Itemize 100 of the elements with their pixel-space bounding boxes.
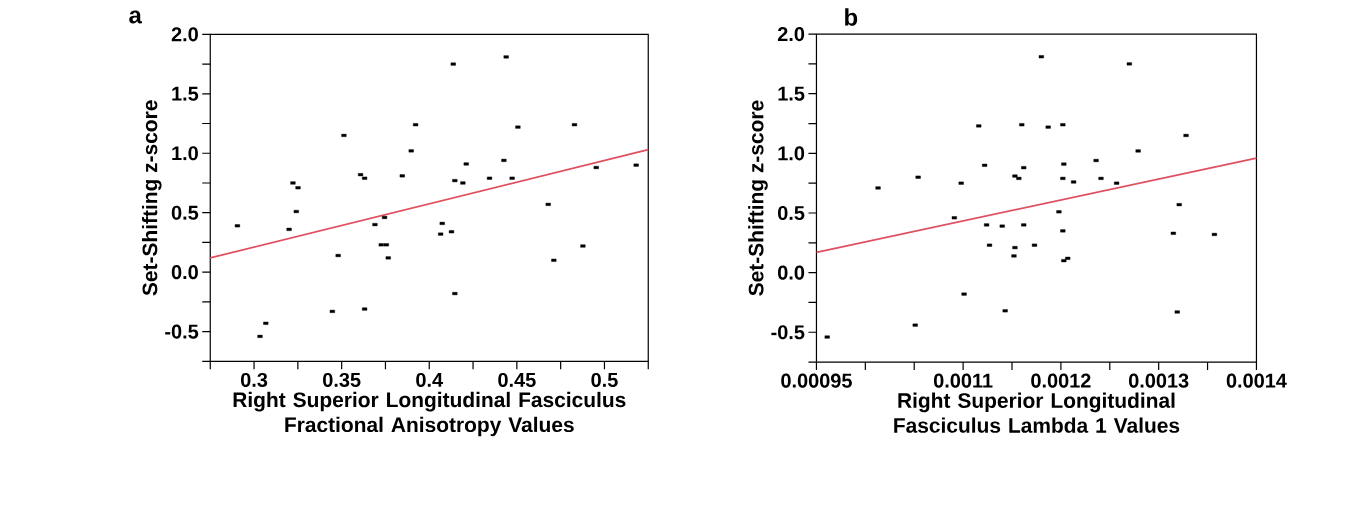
point <box>915 175 921 179</box>
point <box>501 158 507 162</box>
point <box>1060 176 1066 180</box>
point <box>1021 223 1027 227</box>
point <box>293 210 299 214</box>
x-tick-label: 0.35 <box>323 372 361 387</box>
point <box>460 181 466 185</box>
point <box>1056 210 1062 214</box>
point <box>1114 181 1120 185</box>
point <box>439 221 445 225</box>
y-tick-label: 1.0 <box>778 146 805 161</box>
point <box>362 307 368 311</box>
x-tick-label: 0.0011 <box>933 373 993 388</box>
y-tick-label: -0.5 <box>165 324 199 339</box>
point <box>545 202 551 206</box>
y-tick-label: 1.5 <box>172 86 199 101</box>
point <box>1002 309 1008 313</box>
x-tick-label: 0.4 <box>416 372 443 387</box>
point <box>362 176 368 180</box>
point <box>1071 180 1077 184</box>
y-tick-label: 2.0 <box>171 27 198 42</box>
point <box>1011 254 1017 258</box>
point <box>452 292 458 296</box>
point <box>234 224 240 228</box>
x-axis-title: Right Superior Longitudinal Fasciculus Fractional Anisotropy Values <box>233 391 626 437</box>
point <box>1061 162 1067 166</box>
point <box>408 149 414 153</box>
point <box>263 321 269 325</box>
point <box>961 292 967 296</box>
x-tick-label: 0.3 <box>240 372 268 387</box>
point <box>1012 174 1018 178</box>
x-axis-title: Right Superior Longitudinal Fasciculus Lambda 1 Values <box>894 392 1180 433</box>
point <box>358 173 364 177</box>
point <box>329 309 335 313</box>
y-tick-label: 1.5 <box>778 86 805 101</box>
point <box>372 223 378 227</box>
point <box>341 133 347 137</box>
chart-title: b <box>845 8 858 26</box>
point <box>976 124 982 128</box>
y-tick-label: 0.0 <box>171 265 198 280</box>
point <box>984 223 990 227</box>
point <box>875 186 881 190</box>
point <box>1045 125 1051 129</box>
x-tick-label: 0.5 <box>591 372 618 387</box>
y-tick-label: 0.5 <box>778 205 805 221</box>
x-tick-label: 0.0012 <box>1031 373 1091 388</box>
point <box>452 179 458 183</box>
point <box>1060 123 1066 127</box>
point <box>912 323 918 327</box>
point <box>257 334 263 338</box>
point <box>1061 259 1067 263</box>
point <box>383 243 389 247</box>
point <box>438 232 444 236</box>
point <box>1170 231 1176 235</box>
x-tick-label: 0.0014 <box>1226 373 1287 388</box>
point <box>958 181 964 185</box>
point <box>503 55 509 59</box>
y-tick-label: 2.0 <box>777 27 805 42</box>
point <box>593 166 599 170</box>
y-axis-title: Set-Shifting z-score <box>141 100 162 296</box>
point <box>1016 176 1022 180</box>
chart-title: a <box>129 10 142 24</box>
point <box>382 215 388 219</box>
y-axis-title: Set-Shifting z-score <box>748 100 768 296</box>
point <box>1038 55 1044 59</box>
point <box>982 163 988 167</box>
y-tick-label: -0.5 <box>771 325 805 340</box>
point <box>1211 232 1217 236</box>
point <box>999 224 1005 228</box>
point <box>509 176 515 180</box>
point <box>450 62 456 66</box>
point <box>378 243 384 247</box>
point <box>290 181 296 185</box>
point <box>1176 203 1182 207</box>
point <box>463 162 469 166</box>
point <box>824 335 830 339</box>
point <box>951 216 957 220</box>
y-tick-label: 0.0 <box>778 265 805 280</box>
point <box>1098 176 1104 180</box>
x-tick-label: 0.00095 <box>781 373 852 388</box>
point <box>1093 159 1099 163</box>
point <box>1012 246 1018 250</box>
y-tick-label: 1.0 <box>172 146 198 161</box>
point <box>515 125 521 129</box>
x-tick-label: 0.45 <box>498 372 536 387</box>
point <box>1060 229 1066 233</box>
point <box>580 244 586 248</box>
point <box>413 123 419 127</box>
point <box>1135 149 1141 153</box>
point <box>1174 310 1180 314</box>
point <box>399 174 405 178</box>
point <box>1021 166 1027 170</box>
point <box>1065 256 1071 260</box>
point <box>551 258 557 262</box>
point <box>385 256 391 260</box>
point <box>1019 123 1025 127</box>
point <box>335 254 341 258</box>
point <box>1126 62 1132 66</box>
point <box>295 186 301 190</box>
y-tick-label: 0.5 <box>171 205 199 220</box>
